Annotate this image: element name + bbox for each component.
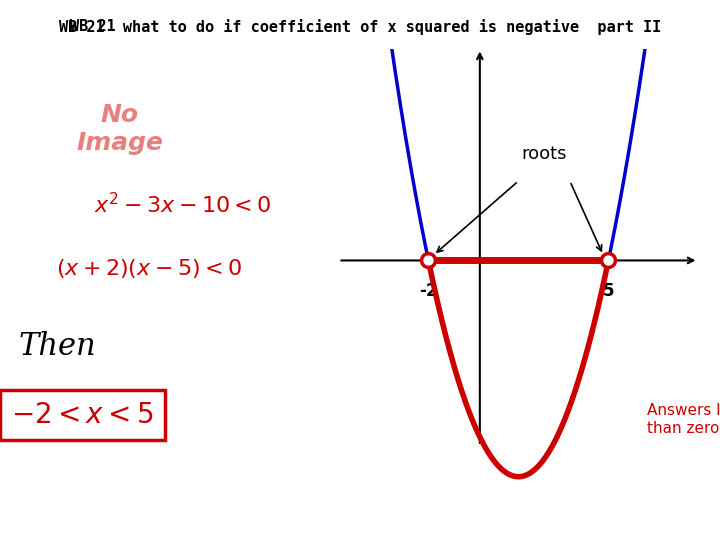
Text: -2: -2 xyxy=(419,282,438,300)
Text: $x^2-3x - 10 < 0$: $x^2-3x - 10 < 0$ xyxy=(94,192,271,218)
Text: No
Image: No Image xyxy=(76,103,163,154)
Text: $-2 < x < 5$: $-2 < x < 5$ xyxy=(11,401,154,429)
Text: $(x + 2)(x - 5) < 0$: $(x + 2)(x - 5) < 0$ xyxy=(56,257,242,280)
Text: 5: 5 xyxy=(603,282,614,300)
Text: WB 21  what to do if coefficient of x squared is negative  part II: WB 21 what to do if coefficient of x squ… xyxy=(59,19,661,35)
Text: roots: roots xyxy=(521,145,567,163)
Text: Answers less
than zero: Answers less than zero xyxy=(647,403,720,436)
Text: Then: Then xyxy=(19,332,96,362)
Text: WB 21: WB 21 xyxy=(70,19,115,34)
